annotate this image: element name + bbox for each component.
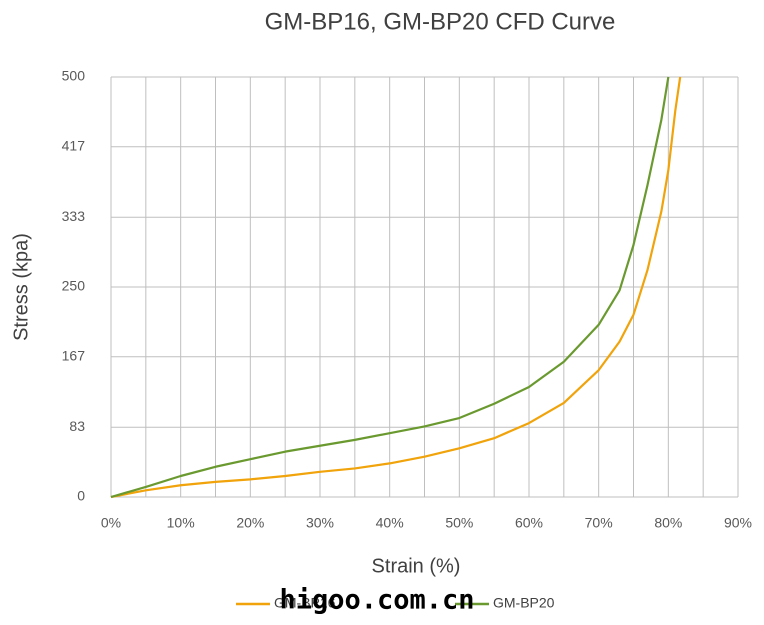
- y-tick-label: 83: [69, 418, 85, 434]
- series-line: [110, 76, 670, 499]
- watermark: higoo.com.cn: [279, 585, 474, 616]
- x-tick-label: 90%: [724, 515, 752, 531]
- y-tick-label: 0: [77, 488, 85, 504]
- x-tick-label: 70%: [585, 515, 613, 531]
- y-tick-label: 250: [62, 278, 86, 294]
- y-tick-label: 167: [62, 347, 86, 363]
- chart-title: GM-BP16, GM-BP20 CFD Curve: [265, 8, 616, 35]
- x-tick-label: 0%: [101, 515, 121, 531]
- x-tick-label: 10%: [167, 515, 195, 531]
- x-axis-label: Strain (%): [372, 555, 461, 577]
- x-tick-label: 30%: [306, 515, 334, 531]
- legend-label: GM-BP16: [274, 595, 336, 611]
- x-tick-label: 50%: [445, 515, 473, 531]
- y-tick-label: 500: [62, 68, 86, 84]
- x-tick-label: 20%: [236, 515, 264, 531]
- y-axis-label: Stress (kpa): [10, 233, 32, 341]
- series-line: [110, 76, 682, 499]
- legend-label: GM-BP20: [493, 595, 555, 611]
- y-tick-label: 333: [62, 208, 86, 224]
- x-tick-label: 80%: [654, 515, 682, 531]
- y-tick-label: 417: [62, 137, 86, 153]
- x-tick-label: 60%: [515, 515, 543, 531]
- x-tick-label: 40%: [376, 515, 404, 531]
